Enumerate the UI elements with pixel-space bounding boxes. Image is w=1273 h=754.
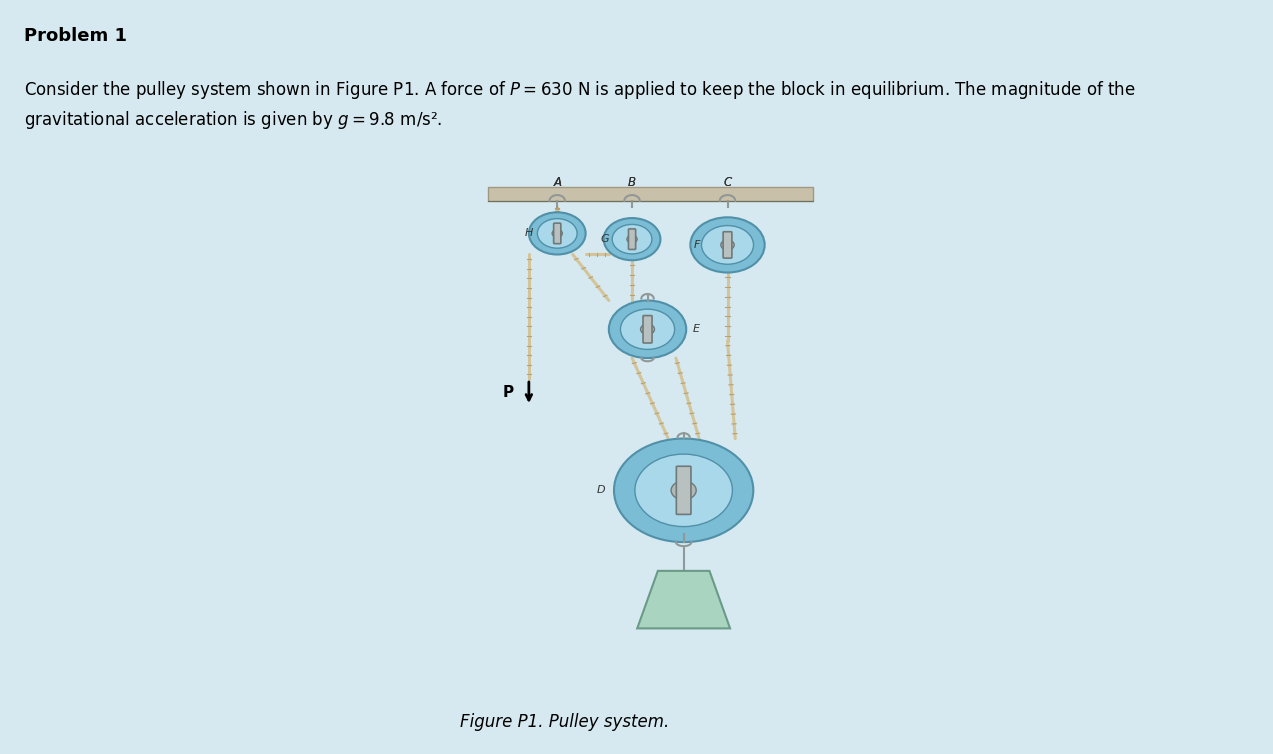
Text: Figure P1. Pulley system.: Figure P1. Pulley system. (461, 713, 670, 731)
Text: Problem 1: Problem 1 (24, 26, 127, 44)
Text: Consider the pulley system shown in Figure P1. A force of $P = 630$ N is applied: Consider the pulley system shown in Figu… (24, 78, 1137, 130)
